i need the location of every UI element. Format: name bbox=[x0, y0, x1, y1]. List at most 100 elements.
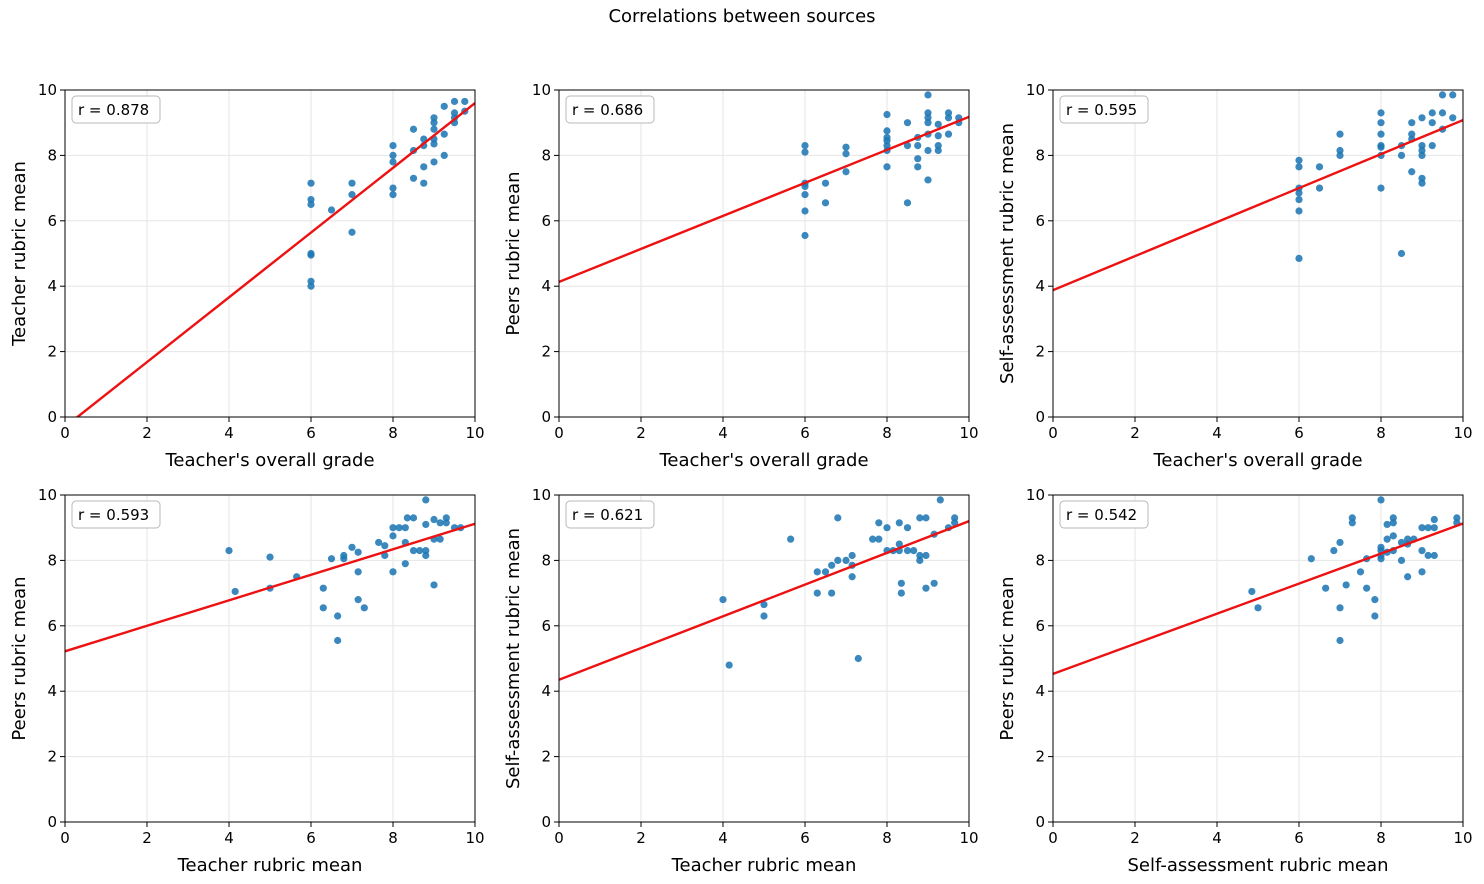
data-point bbox=[403, 514, 411, 522]
y-axis-label: Peers rubric mean bbox=[9, 576, 30, 740]
data-point bbox=[1418, 114, 1426, 122]
data-point bbox=[903, 141, 912, 150]
data-point bbox=[842, 150, 850, 158]
data-point bbox=[895, 540, 903, 548]
annotation-box bbox=[565, 500, 655, 529]
data-point bbox=[409, 546, 418, 555]
data-point bbox=[401, 560, 409, 568]
y-tick-label: 8 bbox=[1035, 146, 1045, 164]
data-point bbox=[1430, 515, 1438, 524]
data-point bbox=[389, 524, 397, 532]
data-point bbox=[461, 97, 469, 106]
data-point bbox=[1371, 596, 1379, 604]
data-point bbox=[821, 199, 830, 207]
data-point bbox=[389, 532, 397, 540]
x-tick-label: 8 bbox=[882, 829, 892, 847]
y-axis-label: Self-assessment rubric mean bbox=[997, 123, 1018, 384]
data-point bbox=[307, 200, 315, 209]
data-point bbox=[389, 568, 397, 576]
data-point bbox=[307, 179, 315, 187]
data-point bbox=[354, 596, 362, 604]
data-point bbox=[910, 546, 918, 555]
x-tick-label: 6 bbox=[306, 829, 316, 847]
data-point bbox=[1336, 151, 1344, 159]
x-axis-label: Self-assessment rubric mean bbox=[1127, 855, 1388, 876]
data-point bbox=[422, 520, 430, 529]
data-point bbox=[430, 515, 438, 524]
correlation-annotation: r = 0.686 bbox=[572, 101, 643, 119]
data-point bbox=[327, 206, 336, 214]
data-point bbox=[409, 174, 418, 182]
x-tick-label: 4 bbox=[1212, 829, 1222, 847]
data-point bbox=[307, 282, 315, 290]
correlation-annotation: r = 0.593 bbox=[78, 506, 149, 524]
data-point bbox=[869, 535, 877, 543]
y-tick-label: 0 bbox=[541, 408, 551, 426]
x-tick-label: 10 bbox=[465, 829, 484, 847]
data-point bbox=[821, 179, 830, 187]
annotation-box bbox=[1059, 500, 1149, 529]
data-point bbox=[1449, 114, 1457, 122]
x-axis-label: Teacher's overall grade bbox=[1152, 450, 1362, 471]
x-tick-label: 4 bbox=[718, 424, 728, 442]
x-tick-label: 8 bbox=[388, 424, 398, 442]
data-point bbox=[842, 556, 850, 565]
figure-title: Correlations between sources bbox=[608, 6, 876, 27]
data-point bbox=[389, 158, 397, 166]
data-point bbox=[813, 568, 821, 576]
x-tick-label: 0 bbox=[1048, 829, 1058, 847]
regression-line bbox=[65, 522, 475, 653]
data-point bbox=[725, 661, 733, 669]
data-point bbox=[916, 514, 924, 522]
correlation-annotation: r = 0.621 bbox=[572, 506, 643, 524]
y-tick-label: 6 bbox=[541, 617, 551, 635]
y-tick-label: 4 bbox=[541, 277, 551, 295]
correlation-annotation: r = 0.542 bbox=[1066, 506, 1137, 524]
data-point bbox=[903, 119, 912, 127]
data-point bbox=[1315, 163, 1324, 171]
data-point bbox=[319, 604, 327, 612]
x-tick-label: 2 bbox=[142, 424, 152, 442]
x-tick-label: 6 bbox=[306, 424, 316, 442]
y-tick-label: 0 bbox=[47, 813, 57, 831]
y-tick-label: 10 bbox=[532, 81, 551, 99]
data-point bbox=[1383, 520, 1391, 529]
x-tick-label: 2 bbox=[636, 424, 646, 442]
data-point bbox=[916, 556, 924, 565]
data-point bbox=[1418, 151, 1426, 159]
data-point bbox=[1307, 555, 1315, 563]
data-point bbox=[1408, 168, 1416, 176]
x-tick-label: 6 bbox=[1294, 424, 1304, 442]
data-point bbox=[1377, 109, 1385, 117]
data-point bbox=[1430, 551, 1438, 560]
y-axis-label: Peers rubric mean bbox=[503, 171, 524, 335]
data-point bbox=[436, 535, 444, 543]
data-point bbox=[934, 120, 942, 128]
y-tick-label: 8 bbox=[47, 551, 57, 569]
y-tick-label: 8 bbox=[47, 146, 57, 164]
y-tick-label: 10 bbox=[1026, 81, 1045, 99]
data-point bbox=[395, 524, 403, 532]
subplot-6: 0 2 4 6 8 10 0 2 4 6 8 10 r = 0.542 Self-assessment r… bbox=[997, 486, 1473, 876]
data-point bbox=[934, 146, 942, 155]
x-tick-label: 4 bbox=[718, 829, 728, 847]
data-point bbox=[307, 251, 315, 259]
data-point bbox=[1428, 119, 1436, 127]
data-point bbox=[1397, 249, 1406, 258]
y-tick-label: 10 bbox=[38, 486, 57, 504]
data-point bbox=[1408, 119, 1416, 127]
x-tick-label: 4 bbox=[224, 829, 234, 847]
data-point bbox=[883, 524, 891, 532]
data-point bbox=[348, 543, 356, 551]
data-point bbox=[897, 589, 905, 597]
data-point bbox=[1438, 109, 1447, 117]
y-tick-label: 6 bbox=[47, 212, 57, 230]
x-tick-label: 6 bbox=[800, 424, 810, 442]
data-point bbox=[389, 191, 397, 199]
data-point bbox=[903, 546, 912, 555]
data-point bbox=[801, 148, 809, 156]
data-point bbox=[354, 548, 362, 556]
x-tick-label: 10 bbox=[1453, 829, 1472, 847]
data-point bbox=[1342, 581, 1350, 589]
